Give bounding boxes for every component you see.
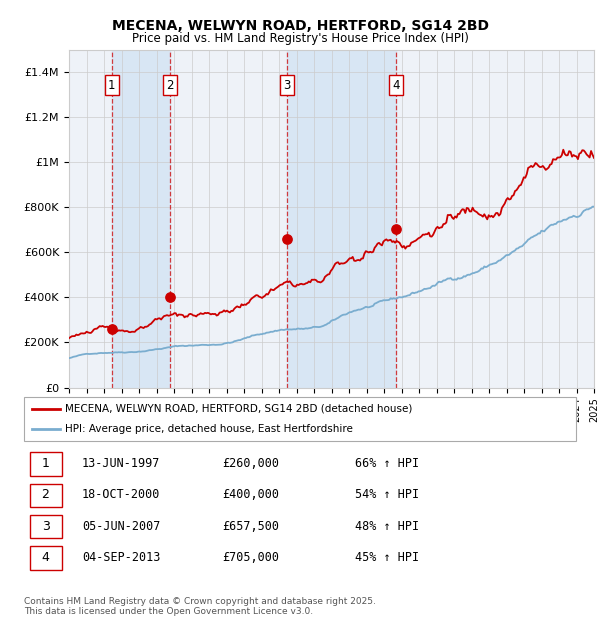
Text: 2: 2	[167, 79, 174, 92]
Text: HPI: Average price, detached house, East Hertfordshire: HPI: Average price, detached house, East…	[65, 424, 353, 435]
Text: 3: 3	[41, 520, 49, 533]
Text: 18-OCT-2000: 18-OCT-2000	[82, 489, 160, 502]
Text: £260,000: £260,000	[223, 457, 280, 470]
Text: 1: 1	[108, 79, 116, 92]
Text: £657,500: £657,500	[223, 520, 280, 533]
Bar	[287, 50, 396, 388]
Point	[391, 224, 401, 234]
Point	[166, 293, 175, 303]
FancyBboxPatch shape	[24, 397, 576, 441]
Text: £400,000: £400,000	[223, 489, 280, 502]
Text: 4: 4	[392, 79, 400, 92]
Text: 54% ↑ HPI: 54% ↑ HPI	[355, 489, 419, 502]
Text: 3: 3	[283, 79, 290, 92]
Bar	[112, 50, 170, 388]
Text: MECENA, WELWYN ROAD, HERTFORD, SG14 2BD (detached house): MECENA, WELWYN ROAD, HERTFORD, SG14 2BD …	[65, 404, 413, 414]
Text: 48% ↑ HPI: 48% ↑ HPI	[355, 520, 419, 533]
Text: 4: 4	[41, 551, 49, 564]
Point	[282, 234, 292, 244]
Text: £705,000: £705,000	[223, 551, 280, 564]
Text: 05-JUN-2007: 05-JUN-2007	[82, 520, 160, 533]
FancyBboxPatch shape	[29, 484, 62, 507]
Text: MECENA, WELWYN ROAD, HERTFORD, SG14 2BD: MECENA, WELWYN ROAD, HERTFORD, SG14 2BD	[112, 19, 488, 33]
FancyBboxPatch shape	[29, 453, 62, 476]
Text: Contains HM Land Registry data © Crown copyright and database right 2025.
This d: Contains HM Land Registry data © Crown c…	[24, 596, 376, 616]
Text: 04-SEP-2013: 04-SEP-2013	[82, 551, 160, 564]
FancyBboxPatch shape	[29, 515, 62, 538]
FancyBboxPatch shape	[29, 546, 62, 570]
Text: 13-JUN-1997: 13-JUN-1997	[82, 457, 160, 470]
Text: 66% ↑ HPI: 66% ↑ HPI	[355, 457, 419, 470]
Text: 2: 2	[41, 489, 49, 502]
Text: Price paid vs. HM Land Registry's House Price Index (HPI): Price paid vs. HM Land Registry's House …	[131, 32, 469, 45]
Text: 1: 1	[41, 457, 49, 470]
Text: 45% ↑ HPI: 45% ↑ HPI	[355, 551, 419, 564]
Point	[107, 324, 116, 334]
